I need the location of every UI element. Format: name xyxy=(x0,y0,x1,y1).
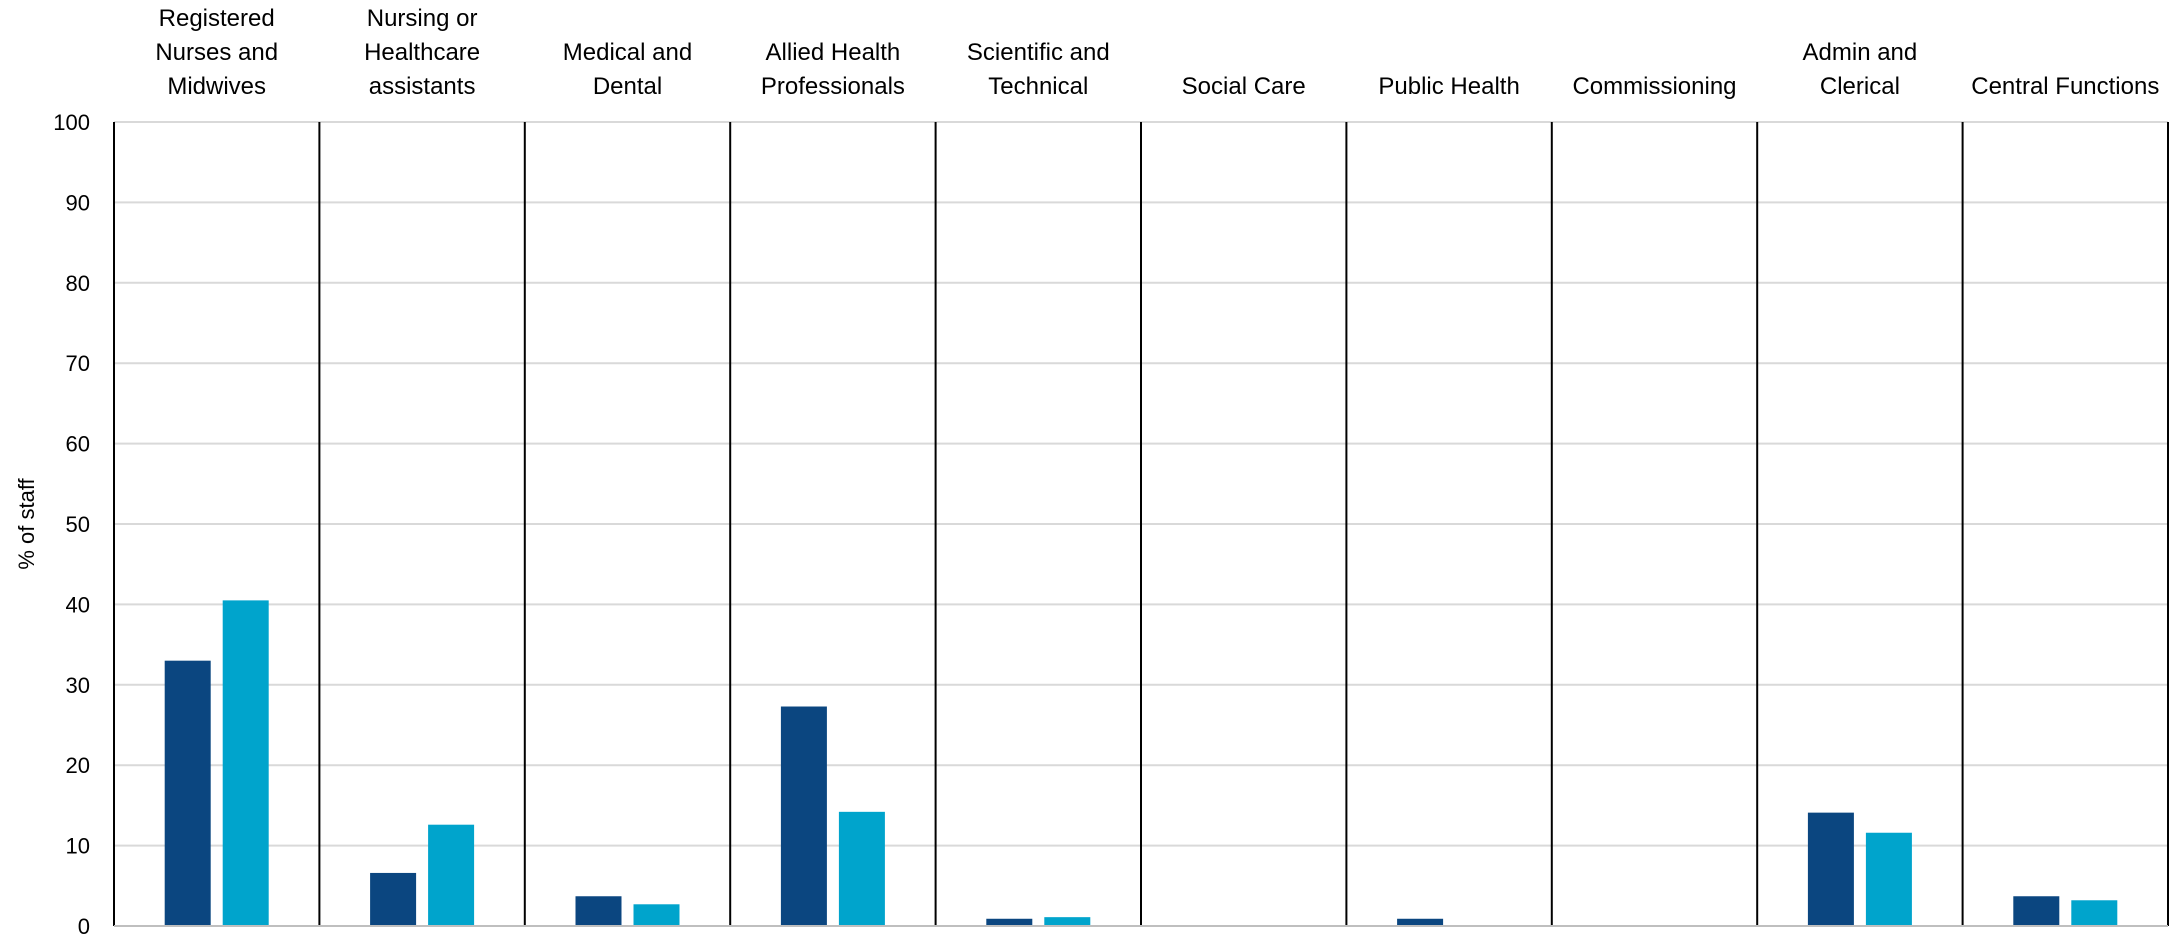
category-label-line: Central Functions xyxy=(1971,73,2159,100)
category-label-line: Public Health xyxy=(1378,73,1519,100)
y-tick-label: 70 xyxy=(66,351,90,376)
y-tick-label: 20 xyxy=(66,753,90,778)
bar xyxy=(370,872,417,926)
bar xyxy=(1865,832,1912,926)
category-label: Social Care xyxy=(1182,73,1306,100)
category-label: Nursing or Healthcare assistants xyxy=(364,5,480,100)
y-tick-label: 10 xyxy=(66,834,90,859)
bar xyxy=(1044,917,1091,926)
category-label-line: Clerical xyxy=(1820,73,1900,100)
category-label: Scientific and Technical xyxy=(967,39,1110,100)
category-dividers xyxy=(113,122,2169,926)
bar xyxy=(838,811,885,926)
category-label: Medical and Dental xyxy=(563,39,692,100)
category-label-line: Midwives xyxy=(167,73,266,100)
category-label-line: Medical and xyxy=(563,39,692,66)
category-label-line: Nursing or xyxy=(367,5,478,32)
y-tick-label: 90 xyxy=(66,190,90,215)
category-label-line: Technical xyxy=(988,73,1088,100)
category-label: Allied Health Professionals xyxy=(761,39,905,100)
category-label-line: Nurses and xyxy=(155,39,278,66)
y-tick-label: 0 xyxy=(78,914,90,937)
category-label-line: assistants xyxy=(369,73,476,100)
category-label-line: Allied Health xyxy=(766,39,901,66)
category-label-line: Healthcare xyxy=(364,39,480,66)
category-label-line: Dental xyxy=(593,73,662,100)
category-label-line: Social Care xyxy=(1182,73,1306,100)
y-tick-label: 60 xyxy=(66,432,90,457)
bar xyxy=(1397,918,1444,926)
category-label: Public Health xyxy=(1378,73,1519,100)
category-label: Commissioning xyxy=(1572,73,1736,100)
bar xyxy=(428,824,475,926)
y-tick-label: 40 xyxy=(66,592,90,617)
y-tick-label: 50 xyxy=(66,512,90,537)
y-axis-ticks: 0 10 20 30 40 50 60 70 80 90 100 xyxy=(53,110,90,937)
bar xyxy=(164,660,211,926)
y-tick-label: 80 xyxy=(66,271,90,296)
y-tick-label: 100 xyxy=(53,110,90,135)
bars xyxy=(164,600,2118,926)
category-labels: Registered Nurses and Midwives Nursing or He… xyxy=(155,5,2159,100)
y-tick-label: 30 xyxy=(66,673,90,698)
category-label-line: Scientific and xyxy=(967,39,1110,66)
category-label-line: Registered xyxy=(159,5,275,32)
category-label-line: Admin and xyxy=(1803,39,1918,66)
category-label: Registered Nurses and Midwives xyxy=(155,5,278,100)
category-label: Central Functions xyxy=(1971,73,2159,100)
bar xyxy=(222,600,269,926)
bar xyxy=(633,904,680,926)
category-label-line: Commissioning xyxy=(1572,73,1736,100)
bar xyxy=(780,706,827,926)
category-label: Admin and Clerical xyxy=(1803,39,1918,100)
category-label-line: Professionals xyxy=(761,73,905,100)
bar xyxy=(2071,900,2118,926)
bar xyxy=(2013,896,2060,926)
bar xyxy=(1807,812,1854,926)
bar xyxy=(986,918,1033,926)
y-axis-label: % of staff xyxy=(14,477,39,569)
bar xyxy=(575,896,622,926)
